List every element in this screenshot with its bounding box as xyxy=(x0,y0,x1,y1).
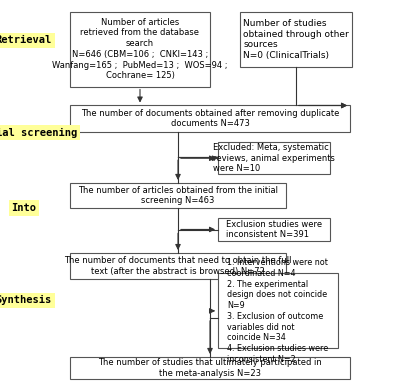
Text: Retrieval: Retrieval xyxy=(0,35,52,45)
Text: The number of documents that need to obtain the full
text (after the abstract is: The number of documents that need to obt… xyxy=(64,256,292,276)
Text: The number of documents obtained after removing duplicate
documents N=473: The number of documents obtained after r… xyxy=(81,109,339,129)
Bar xyxy=(70,357,350,379)
Bar xyxy=(70,253,286,279)
Bar xyxy=(218,142,330,174)
Text: Number of studies
obtained through other
sources
N=0 (ClinicalTrials): Number of studies obtained through other… xyxy=(243,19,349,60)
Bar xyxy=(218,273,338,348)
Text: 1. Interventions were not
coordinated N=4
2. The experimental
design does not co: 1. Interventions were not coordinated N=… xyxy=(227,258,329,364)
Text: Number of articles
retrieved from the database
search
N=646 (CBM=106 ;  CNKI=143: Number of articles retrieved from the da… xyxy=(52,18,228,80)
Text: Into: Into xyxy=(12,203,36,213)
Text: Synthesis: Synthesis xyxy=(0,295,52,305)
Bar xyxy=(70,183,286,208)
Bar xyxy=(70,105,350,132)
Bar xyxy=(240,12,352,67)
Bar xyxy=(218,218,330,241)
Text: Initial screening: Initial screening xyxy=(0,128,77,138)
Bar xyxy=(70,12,210,87)
Text: The number of studies that ultimately participated in
the meta-analysis N=23: The number of studies that ultimately pa… xyxy=(98,358,322,378)
Text: The number of articles obtained from the initial
screening N=463: The number of articles obtained from the… xyxy=(78,186,278,205)
Text: Excluded: Meta, systematic
reviews, animal experiments
were N=10: Excluded: Meta, systematic reviews, anim… xyxy=(213,143,335,174)
Text: Exclusion studies were
inconsistent N=391: Exclusion studies were inconsistent N=39… xyxy=(226,219,322,239)
